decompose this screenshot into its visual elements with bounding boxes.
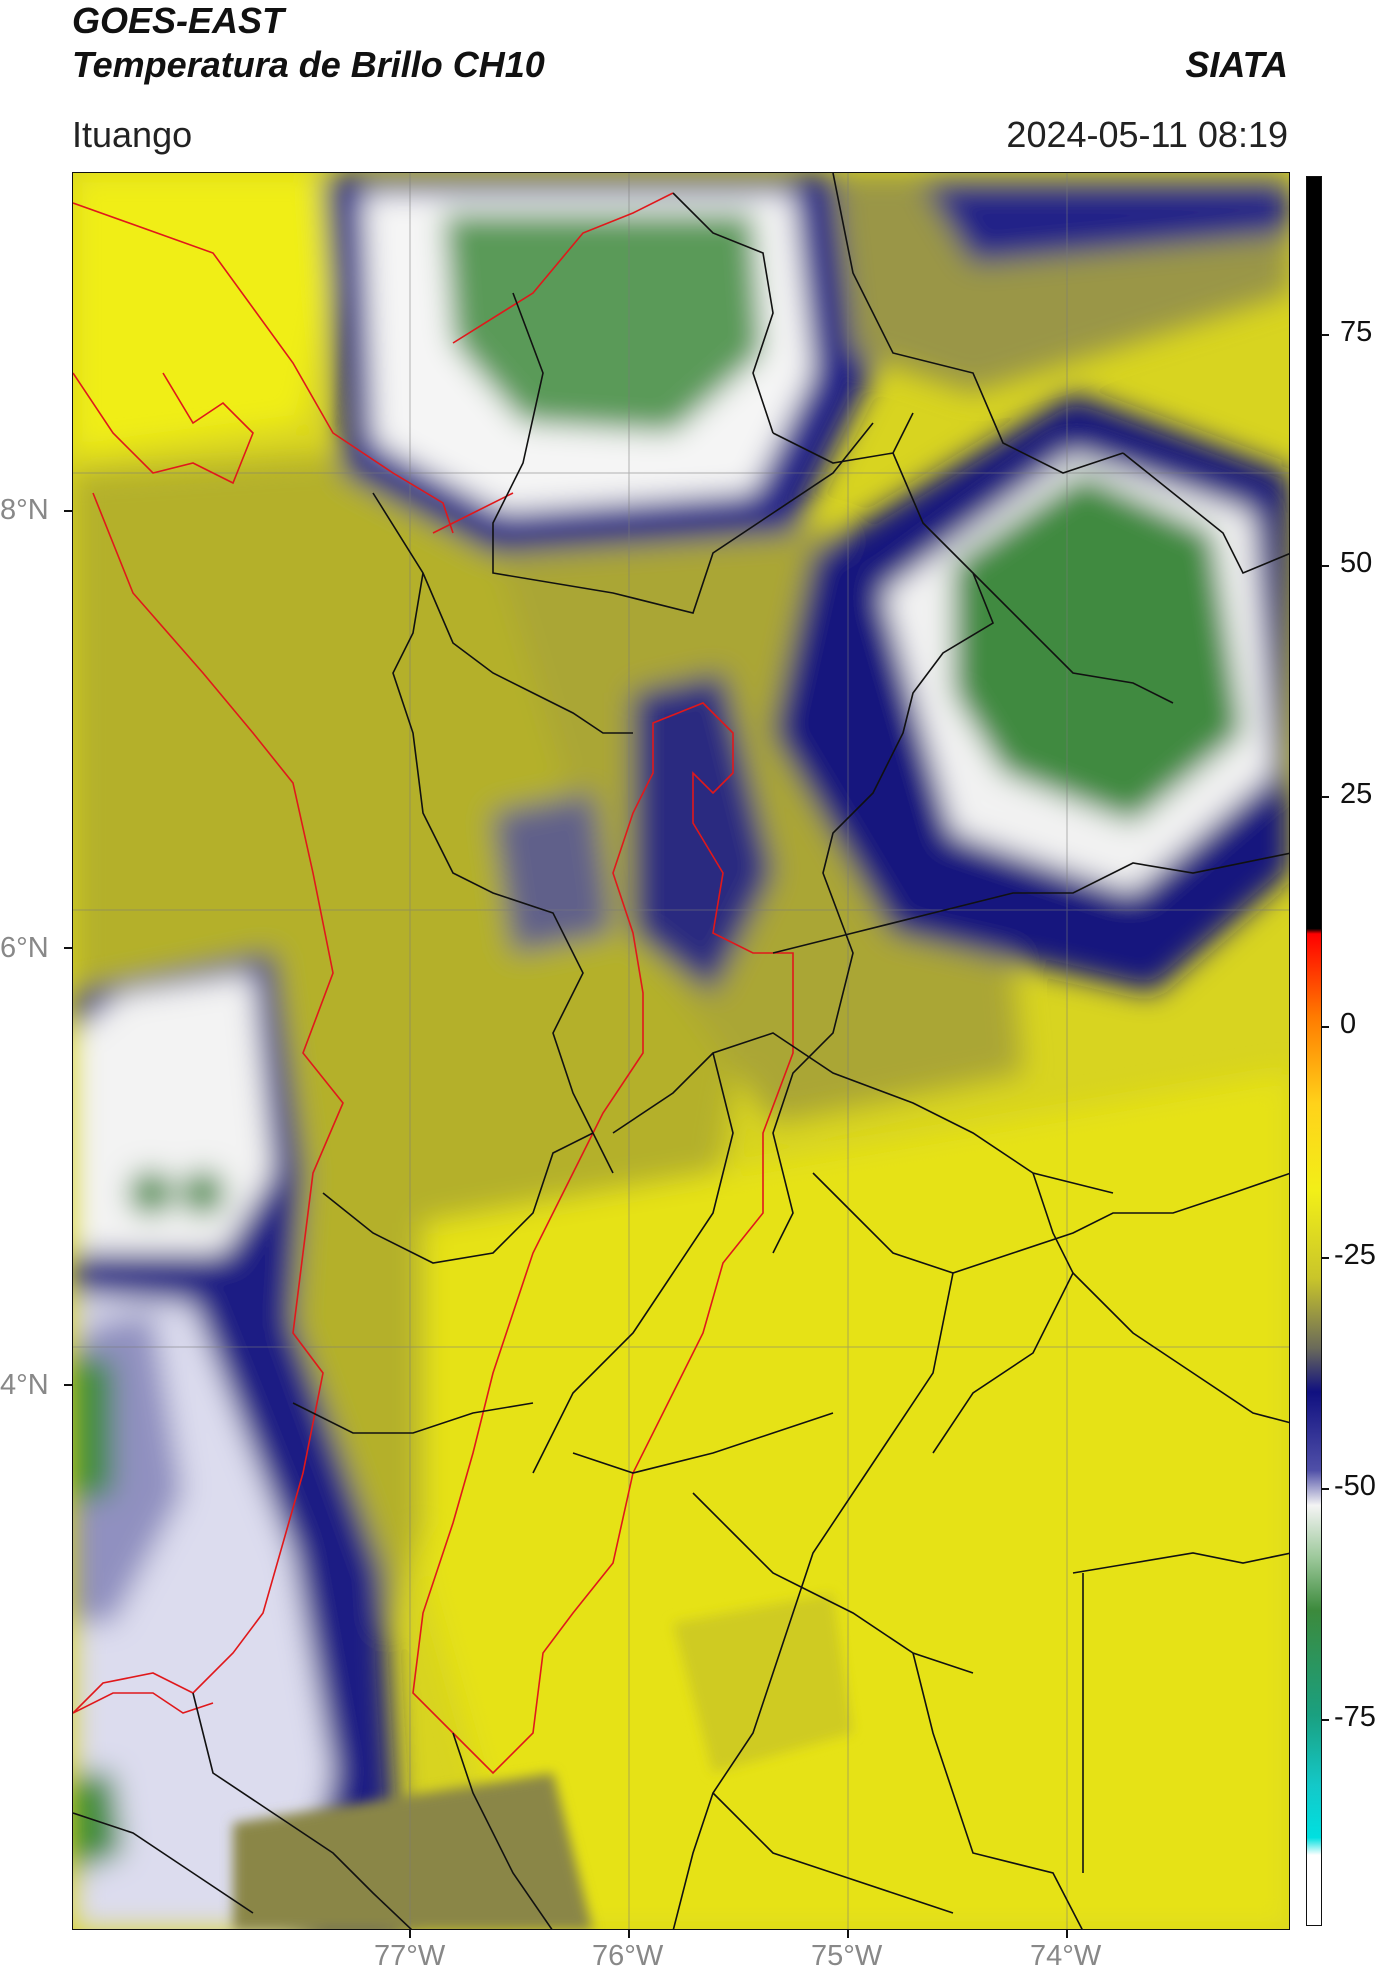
- lat-tick-label: 4°N: [0, 1369, 49, 1401]
- temperature-field: [73, 173, 1289, 1929]
- colorbar-tick-mark: [1322, 1257, 1329, 1259]
- graticule: [73, 173, 1289, 1929]
- colorbar: [1306, 176, 1322, 1926]
- lon-tick-label: 74°W: [1030, 1940, 1102, 1972]
- colorbar-tick-mark: [1322, 334, 1329, 336]
- lon-tick-mark: [628, 1930, 630, 1938]
- lon-tick-mark: [847, 1930, 849, 1938]
- lat-tick-label: 6°N: [0, 932, 49, 964]
- lat-tick-mark: [64, 510, 72, 512]
- black-borders: [73, 173, 1289, 1929]
- lon-tick-label: 77°W: [374, 1940, 446, 1972]
- agency-label: SIATA: [1185, 44, 1288, 85]
- lon-tick-mark: [1066, 1930, 1068, 1938]
- colorbar-tick-label: 0: [1340, 1008, 1357, 1040]
- lon-tick-label: 76°W: [592, 1940, 664, 1972]
- colorbar-tick-mark: [1322, 1026, 1329, 1028]
- lat-tick-mark: [64, 947, 72, 949]
- colorbar-tick-label: 50: [1340, 547, 1373, 579]
- product-title: Temperatura de Brillo CH10: [72, 44, 545, 85]
- lon-tick-mark: [409, 1930, 411, 1938]
- lat-tick-mark: [64, 1384, 72, 1386]
- satellite-title: GOES-EAST: [72, 0, 285, 41]
- colorbar-tick-label: -25: [1334, 1239, 1376, 1271]
- location-label: Ituango: [72, 114, 193, 155]
- colorbar-tick-label: -75: [1334, 1701, 1376, 1733]
- lon-tick-label: 75°W: [811, 1940, 883, 1972]
- colorbar-tick-mark: [1322, 1488, 1329, 1490]
- colorbar-tick-label: 25: [1340, 778, 1373, 810]
- map-svg: [73, 173, 1289, 1929]
- colorbar-tick-label: -50: [1334, 1470, 1376, 1502]
- lat-tick-label: 8°N: [0, 494, 49, 526]
- south-olive-patches: [233, 1593, 853, 1929]
- colorbar-tick-mark: [1322, 1719, 1329, 1721]
- colorbar-tick-mark: [1322, 796, 1329, 798]
- colorbar-tick-mark: [1322, 565, 1329, 567]
- datetime-label: 2024-05-11 08:19: [1006, 114, 1288, 155]
- satellite-map[interactable]: [72, 172, 1290, 1930]
- colorbar-tick-label: 75: [1340, 316, 1373, 348]
